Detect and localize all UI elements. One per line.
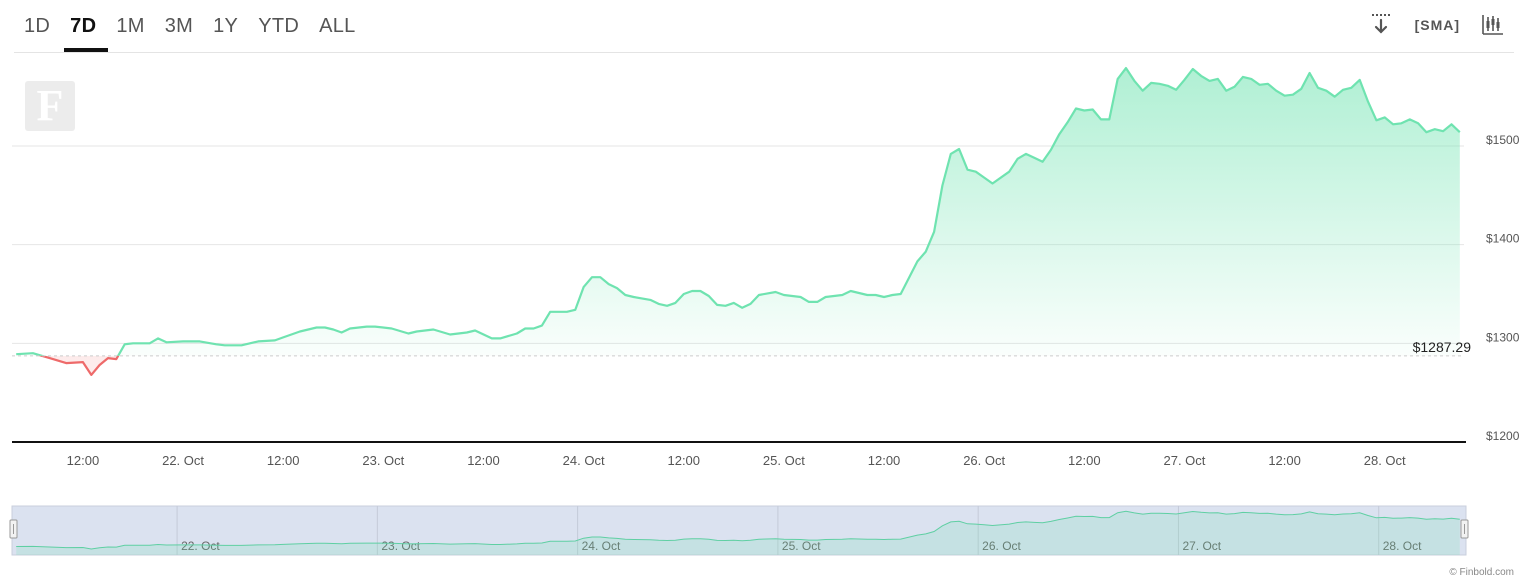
price-area-up [16,68,1460,356]
download-button[interactable] [1371,12,1393,38]
baseline-label: $1287.29 [1413,339,1472,355]
x-tick-label: 12:00 [1268,453,1301,468]
price-line-up [16,67,1461,356]
x-tick-label: 12:00 [67,453,100,468]
navigator-label: 25. Oct [782,539,821,553]
range-tabs: 1D 7D 1M 3M 1Y YTD ALL [14,0,366,52]
x-tick-label: 12:00 [667,453,700,468]
download-icon [1371,14,1390,34]
finbold-logo: F [25,81,75,131]
sma-button[interactable]: [SMA] [1414,17,1460,33]
navigator-label: 24. Oct [582,539,621,553]
credit-text: © Finbold.com [1449,567,1514,578]
x-tick-label: 12:00 [868,453,901,468]
price-chart: $1200 $1300 $1400 $1500 $1287.29 12:00 22. Oct… [9,67,1520,556]
x-tick-label: 28. Oct [1364,453,1406,468]
x-tick-label: 23. Oct [362,453,404,468]
navigator-label: 28. Oct [1383,539,1422,553]
x-tick-label: 26. Oct [963,453,1005,468]
y-tick-label: $1300 [1486,330,1520,344]
chart-toolbar: [SMA] [1371,12,1526,38]
navigator-label: 22. Oct [181,539,220,553]
x-tick-label: 12:00 [267,453,300,468]
range-tab-3m[interactable]: 3M [164,14,194,37]
range-tab-ytd[interactable]: YTD [258,14,300,37]
range-tab-1d[interactable]: 1D [24,14,51,37]
navigator-area [16,511,1460,555]
x-tick-label: 12:00 [1068,453,1101,468]
range-tab-all[interactable]: ALL [319,14,356,37]
navigator-label: 27. Oct [1182,539,1221,553]
navigator-series [16,510,1460,550]
y-tick-label: $1200 [1486,429,1520,443]
tab-divider [14,52,1514,53]
x-tick-label: 22. Oct [162,453,204,468]
navigator-label: 23. Oct [381,539,420,553]
x-tick-label: 24. Oct [563,453,605,468]
range-tab-1y[interactable]: 1Y [213,14,239,37]
candlestick-button[interactable] [1482,12,1504,38]
candlestick-icon [1482,15,1503,35]
range-selector: 1D 7D 1M 3M 1Y YTD ALL [SMA] [0,0,1526,54]
y-tick-label: $1400 [1486,232,1520,246]
range-tab-1m[interactable]: 1M [116,14,145,37]
navigator-label: 26. Oct [982,539,1021,553]
y-tick-label: $1500 [1486,133,1520,147]
x-tick-label: 27. Oct [1163,453,1205,468]
x-tick-label: 12:00 [467,453,500,468]
range-tab-7d[interactable]: 7D [60,0,109,52]
navigator: 22. Oct 23. Oct 24. Oct 25. Oct 26. Oct 27. O… [9,505,1469,556]
x-tick-label: 25. Oct [763,453,805,468]
